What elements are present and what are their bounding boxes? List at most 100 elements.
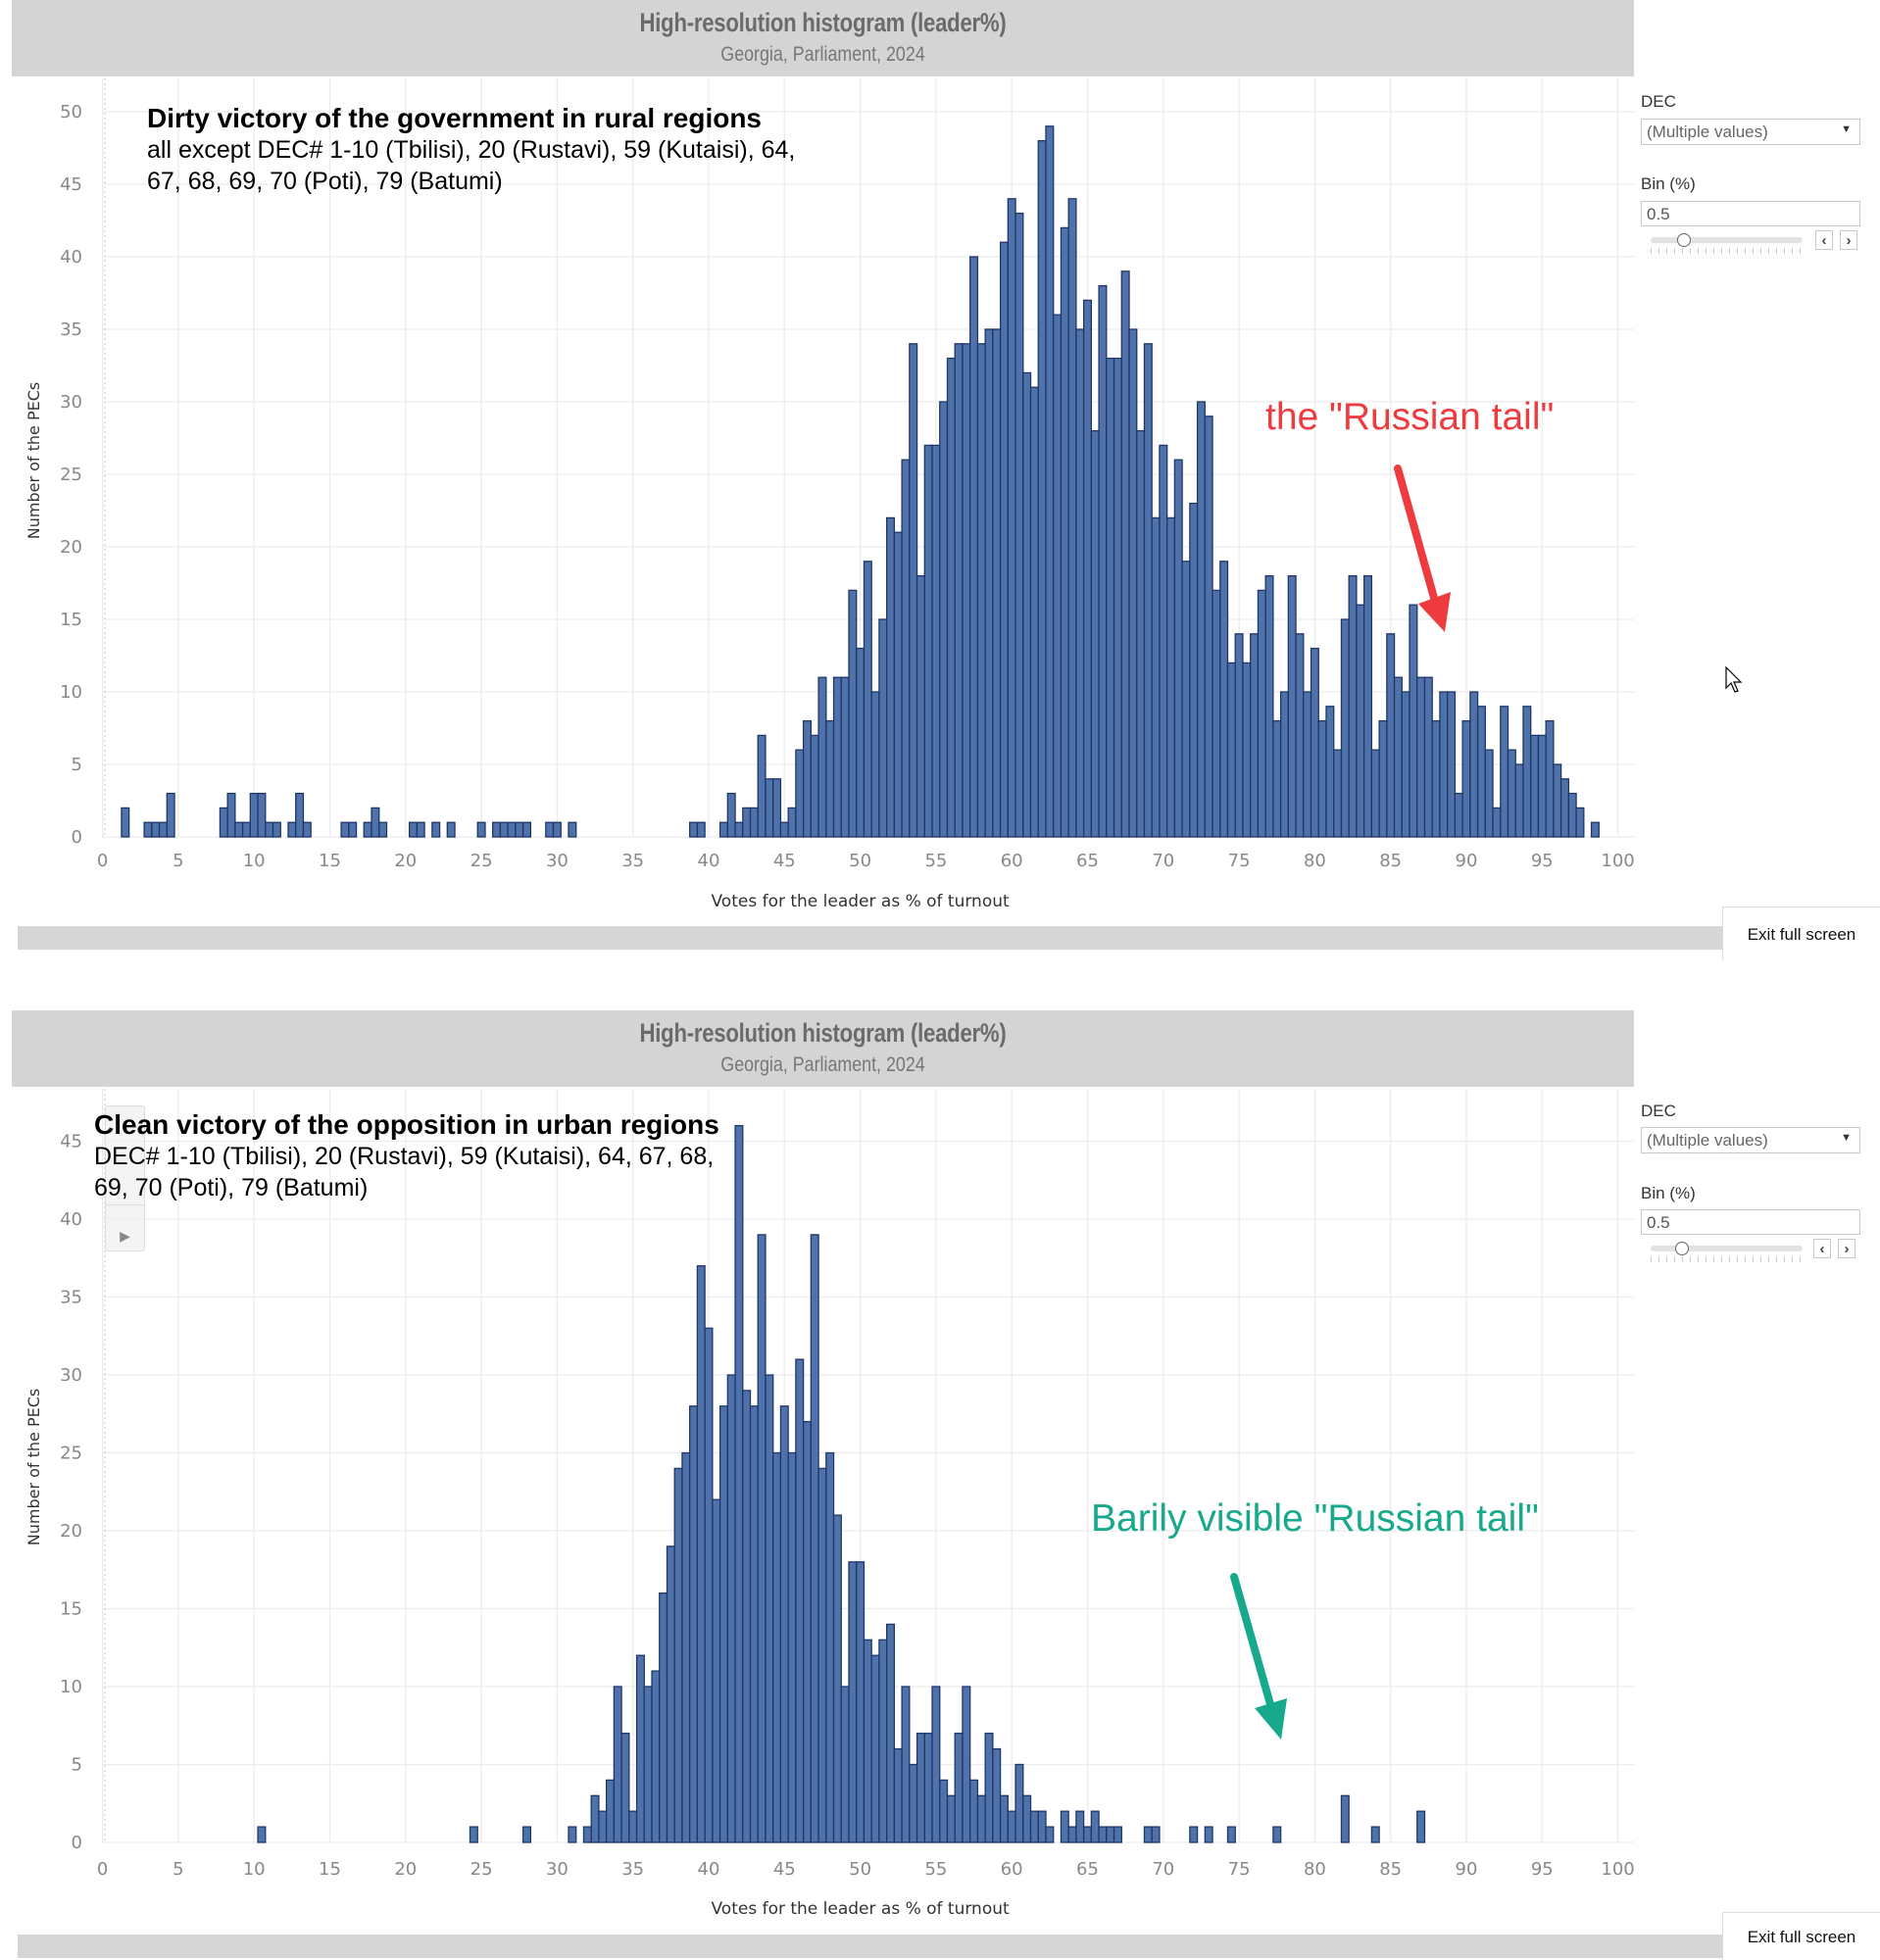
histogram-bar[interactable] — [1447, 691, 1457, 838]
bin-label: Bin (%) — [1641, 1184, 1696, 1202]
histogram-bar[interactable] — [521, 1826, 531, 1843]
x-tick-label: 45 — [773, 851, 796, 871]
histogram-bar[interactable] — [1340, 1794, 1350, 1843]
histogram-bar[interactable] — [568, 821, 577, 838]
histogram-bar[interactable] — [1045, 1826, 1055, 1843]
histogram-bar[interactable] — [886, 1623, 896, 1843]
x-tick-label: 50 — [849, 851, 871, 871]
histogram-bar[interactable] — [272, 821, 281, 838]
x-tick-label: 55 — [924, 851, 947, 871]
histogram-bar[interactable] — [772, 778, 782, 838]
exit-full-screen-button[interactable]: Exit full screen — [1722, 906, 1880, 960]
histogram-bar[interactable] — [1189, 1826, 1199, 1843]
histogram-bar[interactable] — [832, 1514, 842, 1843]
y-tick-label: 20 — [60, 1521, 82, 1542]
dec-filter-value: (Multiple values) — [1647, 1131, 1768, 1150]
bin-slider-ticks — [1651, 1256, 1803, 1262]
histogram-bar[interactable] — [348, 821, 358, 838]
x-tick-label: 15 — [319, 851, 341, 871]
histogram-bar[interactable] — [1264, 574, 1274, 838]
histogram-bar[interactable] — [416, 821, 425, 838]
histogram-bar[interactable] — [469, 1826, 478, 1843]
histogram-bar[interactable] — [226, 792, 236, 838]
bin-decrement-button[interactable]: ‹ — [1815, 230, 1833, 250]
x-tick-label: 25 — [470, 1859, 493, 1880]
annotation-block: Clean victory of the opposition in urban… — [94, 1108, 719, 1203]
bin-input[interactable]: 0.5 — [1641, 1209, 1860, 1235]
histogram-bar[interactable] — [1362, 574, 1373, 838]
x-tick-label: 95 — [1531, 1859, 1554, 1880]
callout-text: the "Russian tail" — [1265, 396, 1555, 438]
bin-input[interactable]: 0.5 — [1641, 201, 1860, 226]
histogram-bar[interactable] — [476, 821, 486, 838]
dec-filter-value: (Multiple values) — [1647, 122, 1768, 141]
y-tick-label: 5 — [72, 1755, 82, 1776]
histogram-bar[interactable] — [962, 1686, 971, 1843]
histogram-bar[interactable] — [1370, 1826, 1380, 1843]
x-tick-label: 10 — [243, 1859, 266, 1880]
histogram-bar[interactable] — [295, 792, 305, 838]
histogram-bar[interactable] — [1416, 1810, 1426, 1843]
x-tick-label: 85 — [1379, 851, 1402, 871]
histogram-bar[interactable] — [431, 821, 441, 838]
mouse-cursor-icon — [1725, 666, 1743, 693]
chevron-right-icon: › — [1846, 232, 1852, 249]
histogram-bar[interactable] — [521, 821, 531, 838]
bin-slider-handle[interactable] — [1675, 1242, 1689, 1255]
histogram-bar[interactable] — [1484, 749, 1494, 838]
annotation-line: 69, 70 (Poti), 79 (Batumi) — [94, 1174, 369, 1201]
x-tick-label: 5 — [173, 1859, 183, 1880]
histogram-bar[interactable] — [696, 821, 706, 838]
histogram-bar[interactable] — [726, 792, 736, 838]
dec-filter-dropdown[interactable]: (Multiple values) ▼ — [1641, 119, 1860, 145]
histogram-bar[interactable] — [931, 1686, 941, 1843]
horizontal-scrollbar[interactable] — [18, 1935, 1723, 1958]
teal-arrow-icon — [1230, 1573, 1287, 1740]
histogram-bar[interactable] — [257, 792, 267, 838]
bin-slider-handle[interactable] — [1677, 233, 1691, 247]
chart-toolbar-overlay[interactable]: ▶ — [105, 1105, 145, 1251]
histogram-bar[interactable] — [1590, 821, 1600, 838]
y-tick-label: 10 — [60, 1677, 82, 1697]
histogram-bar[interactable] — [166, 792, 175, 838]
bin-decrement-button[interactable]: ‹ — [1813, 1239, 1831, 1258]
bin-slider-track[interactable] — [1651, 1246, 1803, 1251]
annotation-block: Dirty victory of the government in rural… — [147, 102, 795, 197]
histogram-bar[interactable] — [1226, 1826, 1236, 1843]
histogram-bar[interactable] — [121, 807, 130, 838]
bin-slider-track[interactable] — [1651, 237, 1803, 243]
histogram-bar[interactable] — [1204, 1826, 1213, 1843]
play-icon[interactable]: ▶ — [120, 1228, 130, 1244]
y-tick-label: 20 — [60, 537, 82, 558]
toolbar-divider — [106, 1204, 144, 1205]
dec-filter-dropdown[interactable]: (Multiple values) ▼ — [1641, 1127, 1860, 1153]
histogram-bar[interactable] — [1272, 1826, 1282, 1843]
exit-full-screen-button[interactable]: Exit full screen — [1722, 1912, 1880, 1960]
histogram-bar[interactable] — [620, 1733, 630, 1843]
horizontal-scrollbar[interactable] — [18, 926, 1723, 950]
histogram-bar[interactable] — [1113, 1826, 1122, 1843]
histogram-bar[interactable] — [302, 821, 312, 838]
x-tick-label: 75 — [1228, 851, 1251, 871]
x-tick-label: 65 — [1076, 1859, 1099, 1880]
x-tick-label: 55 — [924, 1859, 947, 1880]
histogram-bar[interactable] — [378, 821, 388, 838]
y-tick-label: 10 — [60, 682, 82, 703]
histogram-bar[interactable] — [568, 1826, 577, 1843]
x-tick-label: 45 — [773, 1859, 796, 1880]
x-tick-label: 40 — [698, 851, 720, 871]
bin-increment-button[interactable]: › — [1840, 230, 1857, 250]
x-tick-label: 0 — [97, 851, 108, 871]
histogram-bar[interactable] — [552, 821, 562, 838]
histogram-bar[interactable] — [1151, 1826, 1161, 1843]
y-tick-label: 40 — [60, 1209, 82, 1230]
bin-increment-button[interactable]: › — [1838, 1239, 1855, 1258]
histogram-bar[interactable] — [1575, 807, 1585, 838]
y-tick-label: 45 — [60, 174, 82, 195]
chart-subtitle: Georgia, Parliament, 2024 — [720, 1054, 925, 1076]
histogram-bar[interactable] — [446, 821, 456, 838]
annotation-line: all except DEC# 1-10 (Tbilisi), 20 (Rust… — [147, 136, 796, 164]
histogram-bar[interactable] — [257, 1826, 267, 1843]
x-tick-label: 90 — [1456, 1859, 1478, 1880]
x-tick-label: 30 — [546, 851, 569, 871]
